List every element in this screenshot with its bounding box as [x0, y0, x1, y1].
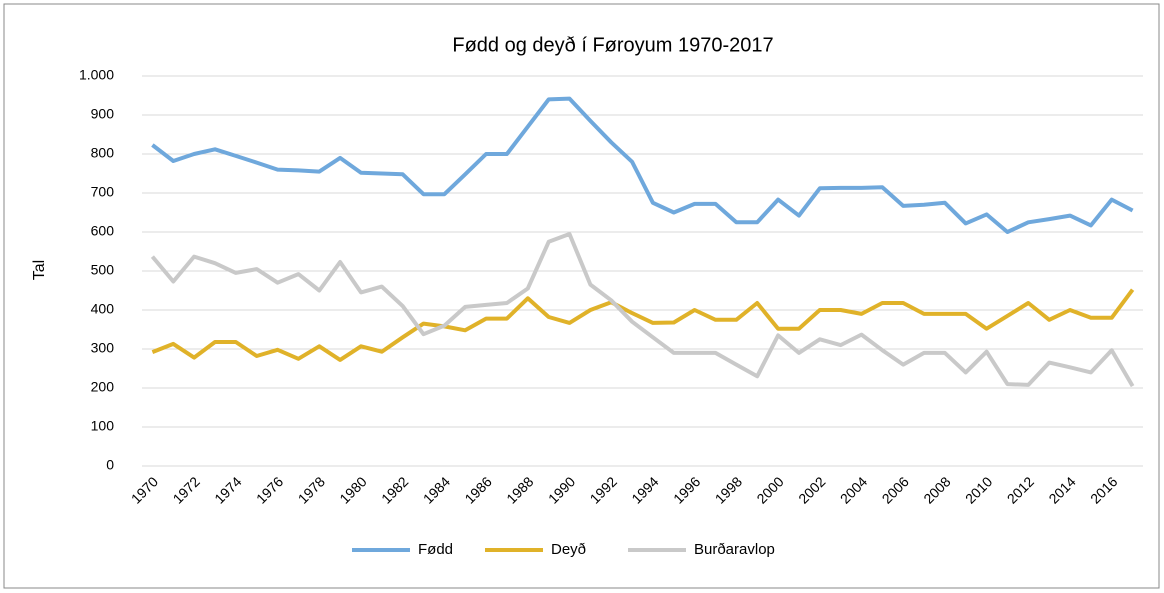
- y-tick-label: 600: [91, 223, 115, 239]
- y-tick-label: 1.000: [79, 67, 114, 83]
- chart-title: Fødd og deyð í Føroyum 1970-2017: [452, 34, 773, 56]
- legend-label: Burðaravlop: [694, 541, 775, 558]
- legend-label: Fødd: [418, 541, 453, 558]
- chart-border: [3, 3, 1160, 589]
- series-line: [151, 96, 1134, 234]
- series-line: [150, 232, 1135, 388]
- y-tick-label: 0: [106, 457, 114, 473]
- legend-label: Deyð: [551, 541, 586, 558]
- series-line: [151, 288, 1135, 362]
- y-tick-label: 400: [91, 301, 115, 317]
- y-axis-label: Tal: [31, 260, 48, 280]
- y-tick-label: 500: [91, 262, 115, 278]
- y-tick-label: 200: [91, 379, 115, 395]
- y-tick-label: 300: [91, 340, 115, 356]
- y-tick-label: 100: [91, 418, 115, 434]
- y-tick-label: 900: [91, 106, 115, 122]
- y-tick-label: 800: [91, 145, 115, 161]
- y-tick-label: 700: [91, 184, 115, 200]
